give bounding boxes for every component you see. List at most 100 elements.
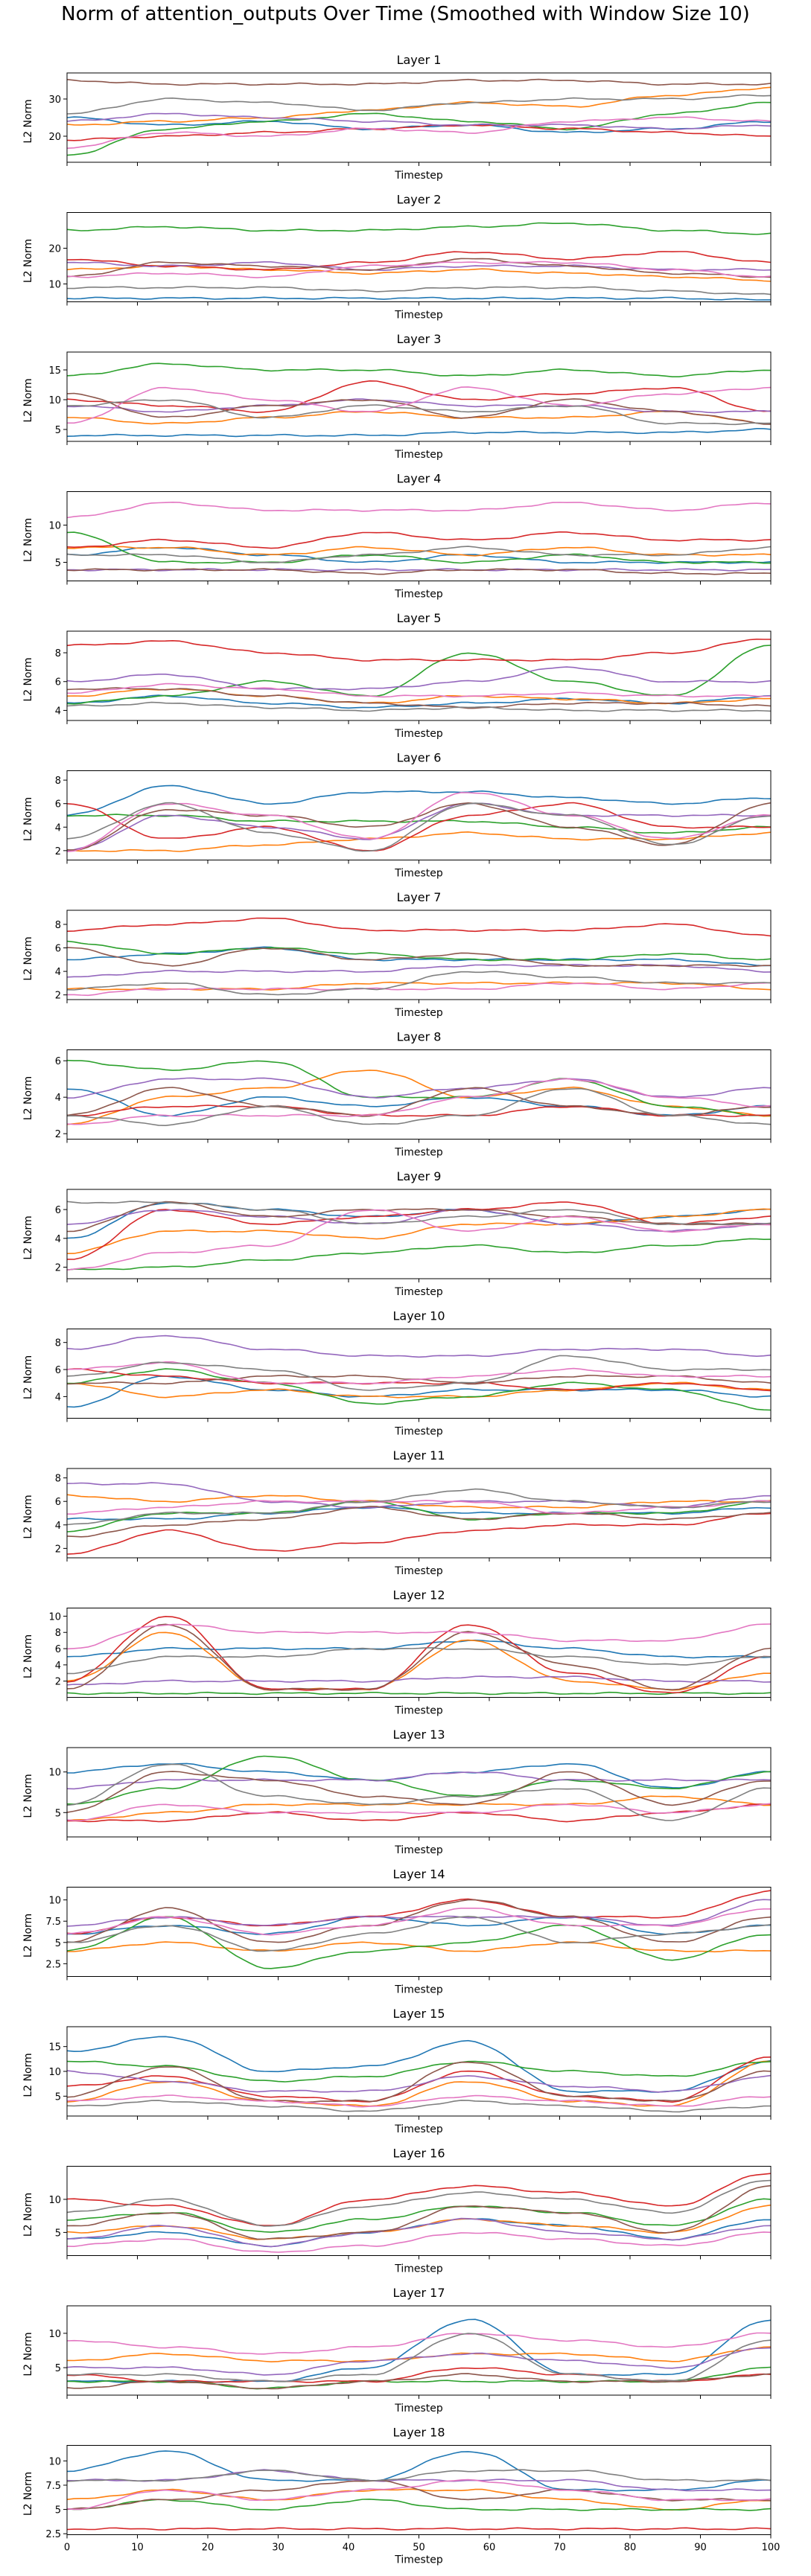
y-tick-label: 10	[48, 1768, 61, 1779]
y-axis-label: L2 Norm	[22, 797, 34, 841]
series-line	[67, 1691, 771, 1696]
series-line	[67, 802, 771, 852]
panel-title: Layer 7	[397, 890, 442, 904]
y-tick-label: 7.5	[45, 2481, 61, 2492]
series-line	[67, 1499, 771, 1515]
y-axis-label: L2 Norm	[22, 2053, 34, 2097]
panel-title: Layer 9	[397, 1169, 442, 1183]
y-axis-label: L2 Norm	[22, 1914, 34, 1957]
series-line	[67, 1639, 771, 1659]
y-tick-label: 2.5	[45, 2529, 61, 2540]
y-tick-label: 5	[55, 425, 61, 436]
series-line	[67, 410, 771, 425]
series-line	[67, 802, 771, 851]
series-line	[67, 1381, 771, 1399]
y-tick-label: 10	[48, 2456, 61, 2467]
series-line	[67, 1500, 771, 1533]
series-line	[67, 2373, 771, 2390]
y-tick-label: 10	[48, 2067, 61, 2078]
series-line	[67, 2060, 771, 2083]
y-tick-label: 4	[55, 967, 61, 978]
panel-title: Layer 17	[392, 2286, 445, 2300]
series-line	[67, 86, 771, 126]
series-line	[67, 1915, 771, 1952]
y-tick-label: 10	[48, 521, 61, 532]
plot-frame	[66, 1747, 772, 1838]
series-line	[67, 1208, 771, 1254]
series-line	[67, 1506, 771, 1538]
series-line	[67, 78, 771, 86]
x-axis-label: Timestep	[394, 1007, 443, 1019]
series-line	[67, 2173, 771, 2226]
x-axis-label: Timestep	[394, 2263, 443, 2275]
y-tick-label: 10	[48, 1611, 61, 1623]
panel-title: Layer 1	[397, 53, 442, 67]
y-axis-label: L2 Norm	[22, 1774, 34, 1818]
y-axis-label: L2 Norm	[22, 1495, 34, 1538]
y-tick-label: 6	[55, 799, 61, 811]
series-line	[67, 1494, 771, 1509]
series-line	[67, 261, 771, 272]
plot-frame	[66, 2166, 772, 2256]
x-axis-label: Timestep	[394, 1705, 443, 1717]
y-tick-label: 30	[48, 95, 61, 106]
panel-title: Layer 4	[397, 472, 442, 486]
x-axis-label: Timestep	[394, 868, 443, 880]
y-tick-label: 8	[55, 920, 61, 931]
x-axis-label: Timestep	[394, 2123, 443, 2135]
series-line	[67, 2347, 771, 2376]
x-axis-label: Timestep	[394, 728, 443, 740]
y-tick-label: 8	[55, 776, 61, 787]
series-line	[67, 1755, 771, 1805]
series-line	[67, 1899, 771, 1943]
series-line	[67, 2318, 771, 2383]
x-axis-label: Timestep	[394, 449, 443, 461]
panel-title: Layer 12	[392, 1588, 445, 1602]
y-axis-label: L2 Norm	[22, 378, 34, 422]
x-axis-label: Timestep	[394, 2403, 443, 2414]
y-axis-label: L2 Norm	[22, 2193, 34, 2237]
series-line	[67, 1915, 771, 1935]
series-line	[67, 2198, 771, 2233]
series-line	[67, 1077, 771, 1099]
y-tick-label: 5	[55, 2091, 61, 2103]
x-tick-label: 10	[131, 2543, 144, 2554]
plot-frame	[66, 1887, 772, 1977]
series-line	[67, 831, 771, 852]
series-line	[67, 1335, 771, 1358]
y-tick-label: 4	[55, 1521, 61, 1532]
series-line	[67, 1771, 771, 1813]
series-line	[67, 1209, 771, 1271]
series-line	[67, 1916, 771, 1969]
series-line	[67, 2070, 771, 2093]
x-tick-label: 90	[694, 2543, 707, 2554]
panel-title: Layer 6	[397, 751, 442, 765]
series-line	[67, 2469, 771, 2482]
y-tick-label: 2	[55, 1263, 61, 1274]
series-line	[67, 2179, 771, 2227]
y-tick-label: 10	[48, 2329, 61, 2340]
panel-title: Layer 3	[397, 332, 442, 346]
y-tick-label: 5	[55, 2228, 61, 2239]
y-tick-label: 15	[48, 365, 61, 377]
y-tick-label: 2	[55, 1544, 61, 1555]
series-line	[67, 2231, 771, 2253]
series-line	[67, 1615, 771, 1694]
series-line	[67, 2480, 771, 2511]
series-line	[67, 116, 771, 149]
series-line	[67, 2061, 771, 2103]
x-axis-label: Timestep	[394, 170, 443, 182]
series-line	[67, 112, 771, 130]
series-line	[67, 2478, 771, 2511]
series-line	[67, 947, 771, 968]
series-line	[67, 1355, 771, 1391]
x-axis-label: Timestep	[394, 1984, 443, 1996]
series-line	[67, 2100, 771, 2113]
y-tick-label: 6	[55, 944, 61, 955]
series-line	[67, 1803, 771, 1821]
series-line	[67, 1059, 771, 1116]
y-axis-label: L2 Norm	[22, 657, 34, 701]
y-tick-label: 4	[55, 1661, 61, 1672]
series-line	[67, 1908, 771, 1936]
plot-frame	[66, 1608, 772, 1698]
